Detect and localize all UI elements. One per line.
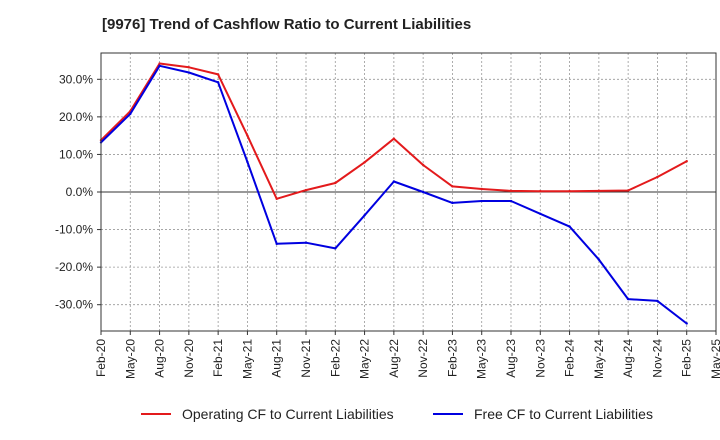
legend: Operating CF to Current Liabilities Free … — [141, 406, 653, 422]
y-tick-label: 0.0% — [66, 185, 94, 199]
data-point — [685, 159, 688, 163]
data-point — [597, 189, 601, 193]
x-tick-label: May-25 — [709, 339, 720, 379]
data-point — [685, 322, 688, 325]
data-point — [392, 137, 396, 140]
y-axis-ticks: -30.0% -20.0% -10.0% 0.0% 10.0% 20.0% 30.0% — [55, 72, 101, 312]
data-point — [597, 258, 601, 261]
x-tick-label: Feb-24 — [563, 339, 577, 377]
data-point — [129, 112, 132, 116]
x-tick-label: Feb-23 — [445, 339, 459, 377]
x-tick-label: Aug-22 — [387, 339, 401, 378]
data-point — [451, 201, 454, 205]
data-point — [392, 180, 396, 183]
data-point — [539, 212, 542, 215]
x-tick-label: Feb-21 — [211, 339, 225, 377]
y-tick-label: 10.0% — [59, 147, 93, 161]
x-tick-label: May-22 — [358, 339, 372, 379]
chart-title: [9976] Trend of Cashflow Ratio to Curren… — [102, 16, 472, 33]
data-point — [626, 189, 630, 192]
x-tick-label: Aug-24 — [621, 339, 635, 378]
data-point — [509, 189, 513, 193]
x-tick-label: Aug-21 — [270, 339, 284, 378]
data-point — [363, 161, 366, 164]
data-point — [158, 64, 161, 67]
y-tick-label: 20.0% — [59, 110, 93, 124]
data-point — [334, 181, 337, 185]
data-point — [626, 297, 630, 301]
data-point — [421, 190, 425, 194]
data-point — [187, 71, 191, 74]
x-tick-label: Feb-25 — [680, 339, 694, 377]
x-tick-label: Feb-22 — [328, 339, 342, 377]
data-point — [334, 247, 337, 250]
data-point — [480, 187, 483, 191]
x-tick-label: Aug-23 — [504, 339, 518, 378]
data-point — [568, 225, 571, 228]
data-point — [275, 197, 278, 200]
data-point — [158, 62, 161, 65]
y-tick-label: -30.0% — [55, 298, 93, 312]
data-point — [451, 185, 454, 188]
series-lines — [99, 62, 688, 325]
y-tick-label: -10.0% — [55, 223, 93, 237]
data-point — [421, 163, 425, 167]
x-tick-label: Nov-24 — [650, 339, 664, 378]
data-point — [304, 241, 308, 244]
y-tick-label: 30.0% — [59, 72, 93, 86]
x-tick-label: May-21 — [240, 339, 254, 379]
data-point — [246, 134, 249, 137]
x-tick-label: Nov-20 — [182, 339, 196, 378]
data-point — [216, 73, 220, 76]
data-point — [275, 242, 278, 246]
x-tick-label: May-20 — [123, 339, 137, 379]
data-point — [304, 188, 308, 192]
data-point — [216, 81, 220, 84]
data-point — [187, 66, 191, 69]
x-axis-ticks: Feb-20 May-20 Aug-20 Nov-20 Feb-21 May-21 Aug-… — [94, 331, 720, 379]
x-tick-label: May-24 — [592, 339, 606, 379]
data-point — [568, 190, 571, 193]
x-tick-label: Nov-23 — [533, 339, 547, 378]
x-tick-label: Nov-22 — [416, 339, 430, 378]
x-tick-label: Nov-21 — [299, 339, 313, 378]
legend-label: Operating CF to Current Liabilities — [182, 406, 394, 422]
y-tick-label: -20.0% — [55, 260, 93, 274]
legend-label: Free CF to Current Liabilities — [474, 406, 653, 422]
data-point — [539, 190, 542, 193]
x-tick-label: Feb-20 — [94, 339, 108, 377]
x-tick-label: May-23 — [475, 339, 489, 379]
x-tick-label: Aug-20 — [153, 339, 167, 378]
data-point — [656, 175, 659, 179]
data-point — [363, 214, 366, 217]
data-point — [480, 199, 483, 203]
data-point — [509, 199, 513, 203]
data-point — [246, 160, 249, 164]
data-point — [656, 299, 659, 303]
